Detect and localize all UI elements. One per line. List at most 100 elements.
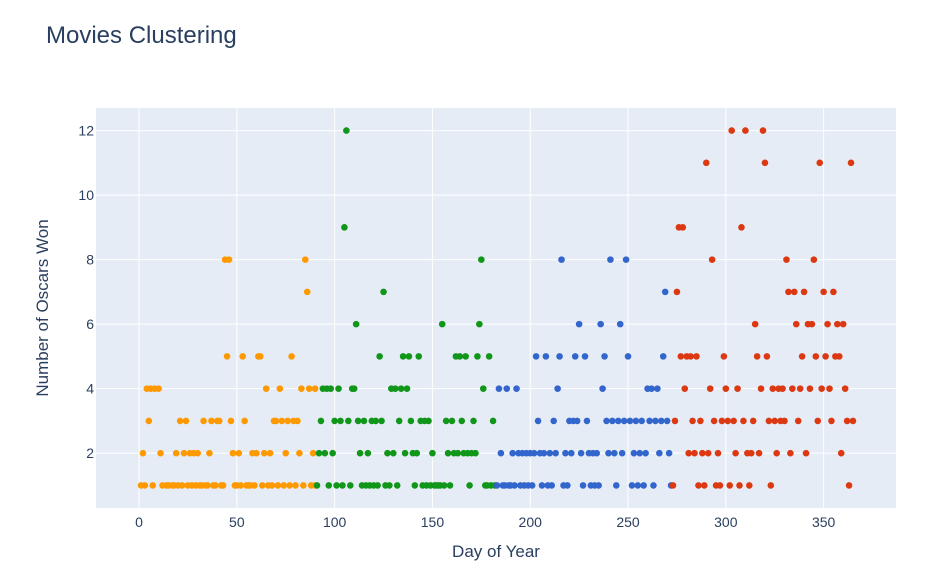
data-point-series-3: [597, 320, 604, 328]
data-point-series-2: [393, 482, 401, 489]
data-point-series-2: [444, 449, 452, 457]
data-point-series-4: [794, 417, 802, 425]
data-point-series-1: [172, 449, 180, 457]
data-point-series-2: [372, 417, 380, 425]
data-point-series-3: [656, 449, 663, 457]
data-point-series-3: [612, 482, 620, 489]
data-point-series-4: [789, 385, 796, 392]
data-point-series-2: [339, 482, 346, 489]
data-point-series-4: [759, 127, 767, 134]
data-point-series-4: [830, 288, 837, 296]
data-point-series-4: [783, 256, 790, 263]
data-point-series-1: [194, 449, 202, 457]
data-point-series-3: [640, 482, 647, 489]
data-point-series-4: [808, 320, 816, 328]
data-point-series-4: [798, 353, 806, 360]
x-tick-label: 50: [229, 514, 245, 530]
data-point-series-4: [800, 288, 808, 296]
data-point-series-4: [749, 417, 757, 425]
data-point-series-4: [781, 417, 788, 425]
data-point-series-2: [489, 417, 497, 425]
data-point-series-1: [311, 385, 319, 392]
data-point-series-1: [257, 353, 264, 360]
data-point-series-2: [354, 417, 362, 425]
data-point-series-3: [550, 417, 558, 425]
data-point-series-2: [425, 417, 432, 425]
data-point-series-2: [380, 288, 387, 296]
data-point-series-3: [661, 288, 669, 296]
data-point-series-2: [374, 482, 381, 489]
data-point-series-1: [145, 417, 153, 425]
data-point-series-4: [695, 482, 702, 489]
data-point-series-2: [350, 385, 358, 392]
data-point-series-4: [835, 353, 843, 360]
data-point-series-2: [440, 482, 448, 489]
data-point-series-4: [679, 224, 687, 231]
data-point-series-2: [313, 482, 321, 489]
data-point-series-3: [530, 449, 538, 457]
data-point-series-4: [753, 353, 761, 360]
data-point-series-2: [329, 449, 336, 457]
data-point-series-4: [669, 482, 677, 489]
data-point-series-3: [605, 449, 612, 457]
data-point-series-3: [609, 417, 616, 425]
data-point-series-4: [720, 353, 728, 360]
data-point-series-4: [718, 417, 726, 425]
data-point-series-2: [448, 417, 456, 425]
data-point-series-4: [732, 449, 739, 457]
data-point-series-4: [730, 417, 737, 425]
data-point-series-3: [581, 353, 589, 360]
data-point-series-1: [237, 482, 245, 489]
x-tick-labels: 0 50 100 150 200 250 300 350: [135, 514, 835, 530]
data-point-series-2: [327, 385, 335, 392]
x-tick-label: 150: [421, 514, 445, 530]
data-point-series-1: [278, 417, 286, 425]
data-point-series-4: [681, 385, 689, 392]
data-point-series-3: [564, 482, 571, 489]
data-point-series-1: [182, 417, 190, 425]
data-point-series-4: [828, 417, 835, 425]
data-point-series-3: [503, 385, 511, 392]
x-tick-label: 100: [323, 514, 347, 530]
data-point-series-3: [513, 385, 520, 392]
data-point-series-4: [704, 449, 712, 457]
data-point-series-4: [787, 449, 794, 457]
data-point-series-3: [618, 449, 626, 457]
data-point-series-4: [747, 449, 755, 457]
data-point-series-3: [599, 385, 606, 392]
data-point-series-2: [470, 417, 477, 425]
data-point-series-3: [493, 482, 501, 489]
data-point-series-4: [796, 385, 804, 392]
data-point-series-3: [642, 449, 649, 457]
data-point-series-4: [765, 417, 773, 425]
data-point-series-1: [294, 417, 301, 425]
data-point-series-2: [315, 449, 323, 457]
data-point-series-2: [335, 385, 342, 392]
data-point-series-1: [176, 417, 184, 425]
data-point-series-3: [665, 449, 673, 457]
data-point-series-1: [178, 482, 186, 489]
data-point-series-3: [601, 353, 608, 360]
data-point-series-3: [620, 417, 628, 425]
x-tick-label: 300: [714, 514, 738, 530]
data-point-series-1: [180, 449, 188, 457]
data-point-series-4: [746, 482, 753, 489]
data-point-series-3: [548, 482, 556, 489]
data-point-series-4: [714, 449, 722, 457]
data-point-series-2: [456, 353, 464, 360]
data-point-series-3: [511, 482, 518, 489]
data-point-series-2: [474, 353, 481, 360]
y-tick-labels: 2 4 6 8 10 12: [78, 123, 94, 462]
data-point-series-4: [785, 288, 792, 296]
data-point-series-3: [528, 482, 536, 489]
data-point-series-3: [648, 385, 655, 392]
data-point-series-4: [706, 385, 714, 392]
data-point-series-3: [616, 320, 624, 328]
data-point-series-4: [740, 417, 747, 425]
data-point-series-1: [280, 482, 288, 489]
data-point-series-2: [386, 482, 393, 489]
data-point-series-4: [677, 353, 685, 360]
data-point-series-2: [378, 417, 385, 425]
data-point-series-4: [779, 385, 786, 392]
data-point-series-2: [331, 417, 338, 425]
